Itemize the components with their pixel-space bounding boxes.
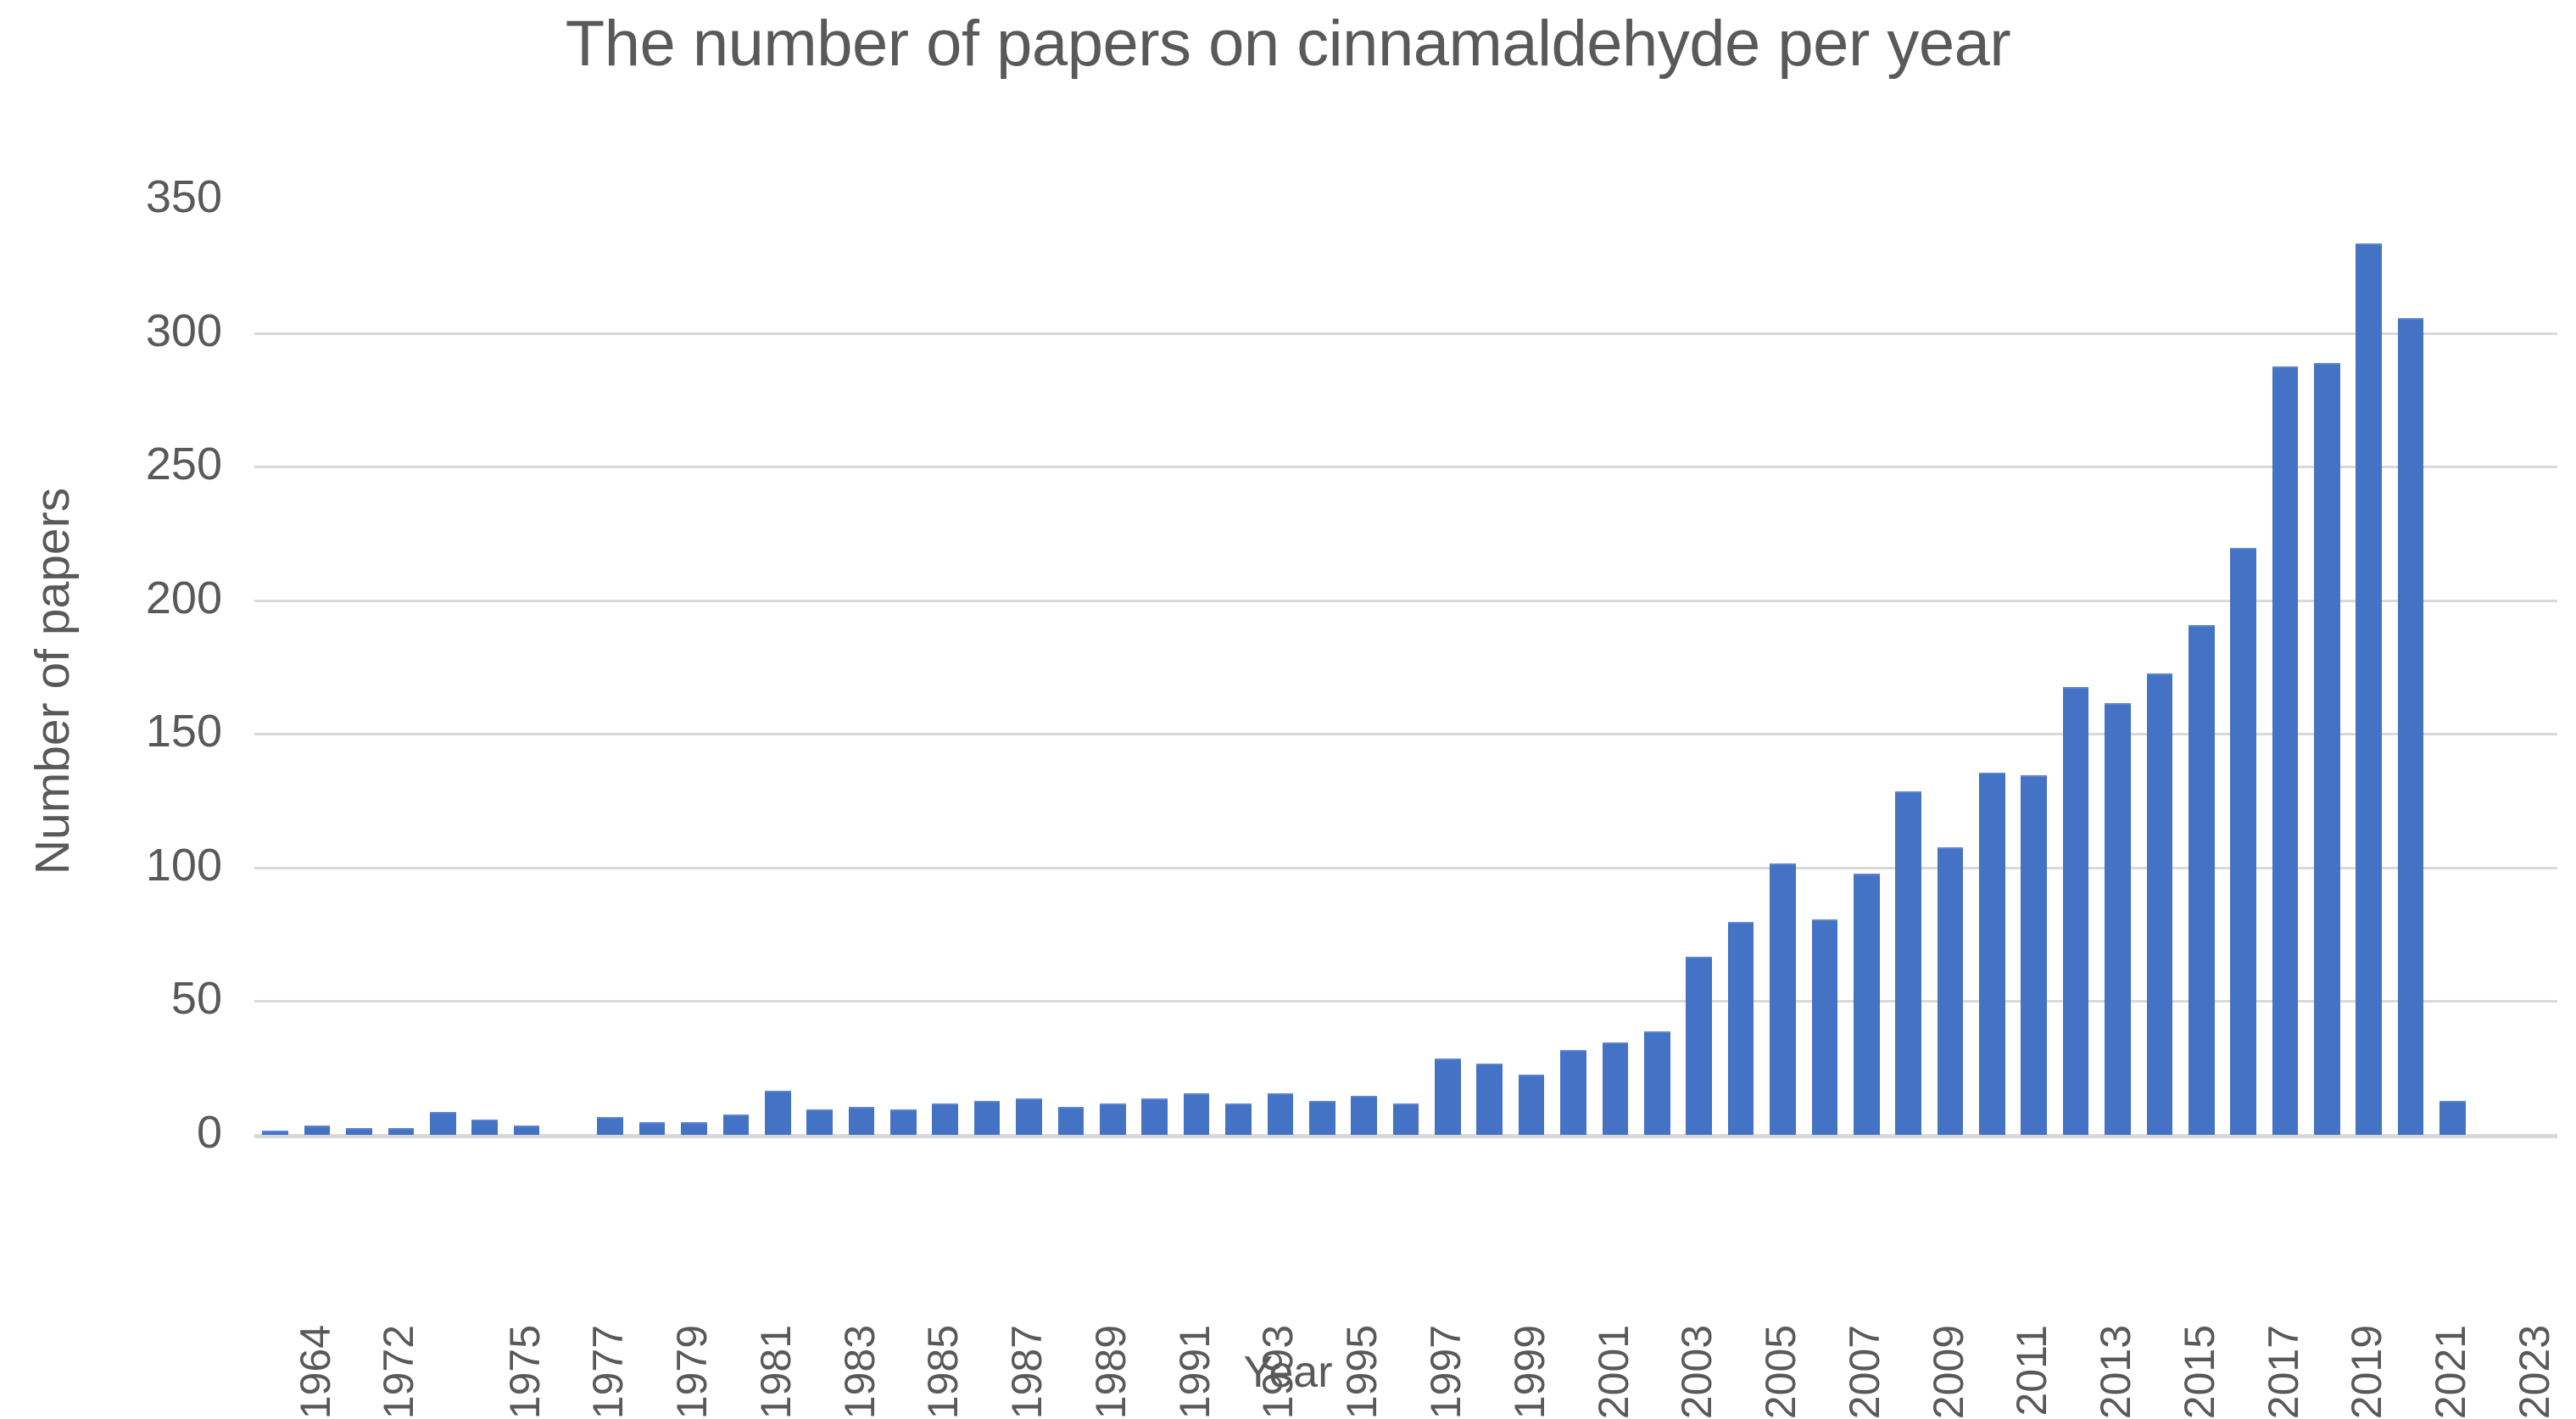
bar[interactable] <box>1853 874 1880 1135</box>
bar[interactable] <box>1727 922 1754 1135</box>
bar[interactable] <box>1811 919 1838 1135</box>
bar[interactable] <box>471 1120 498 1135</box>
bar[interactable] <box>262 1130 288 1135</box>
bar[interactable] <box>1560 1050 1586 1135</box>
bar[interactable] <box>681 1122 707 1135</box>
bar[interactable] <box>2314 363 2340 1135</box>
bar[interactable] <box>932 1103 959 1135</box>
bar[interactable] <box>764 1090 791 1135</box>
y-tick-label: 300 <box>145 304 222 356</box>
bar[interactable] <box>1057 1106 1084 1135</box>
bar[interactable] <box>1602 1042 1629 1135</box>
bars-series <box>254 199 2557 1135</box>
y-tick-label: 100 <box>145 839 222 891</box>
bar[interactable] <box>806 1109 833 1135</box>
y-tick-label: 50 <box>170 973 222 1025</box>
gridline <box>254 733 2557 736</box>
bar[interactable] <box>2188 625 2215 1135</box>
bar[interactable] <box>1895 791 1921 1135</box>
bar[interactable] <box>388 1127 415 1135</box>
bar[interactable] <box>1225 1103 1252 1135</box>
bar[interactable] <box>1183 1092 1210 1135</box>
bar[interactable] <box>1643 1031 1670 1135</box>
gridline <box>254 466 2557 469</box>
gridline <box>254 866 2557 869</box>
y-tick-label: 150 <box>145 706 222 757</box>
bar[interactable] <box>848 1106 875 1135</box>
bar[interactable] <box>2356 243 2383 1135</box>
x-axis-tick-labels: 1964 1972 1975 1977 1979 1981 1983 1985 1987 1989… <box>254 1147 2558 1419</box>
bar[interactable] <box>2230 547 2256 1135</box>
bar[interactable] <box>346 1127 372 1135</box>
gridline <box>254 332 2557 335</box>
y-tick-label: 350 <box>145 171 222 222</box>
page-title: The number of papers on cinnamaldehyde p… <box>565 8 2011 80</box>
bar[interactable] <box>1141 1098 1168 1135</box>
bar[interactable] <box>1770 863 1796 1135</box>
bar[interactable] <box>1686 957 1712 1135</box>
bar[interactable] <box>2439 1101 2466 1135</box>
bar[interactable] <box>429 1111 456 1135</box>
y-tick-label: 200 <box>145 572 222 623</box>
bar[interactable] <box>890 1109 917 1135</box>
plot-area <box>254 199 2557 1138</box>
bar[interactable] <box>1267 1092 1294 1135</box>
gridline <box>254 1000 2557 1003</box>
y-axis-tick-labels: 350 300 250 200 150 100 50 0 <box>0 171 229 1158</box>
y-tick-label: 250 <box>145 439 222 490</box>
bar[interactable] <box>973 1101 1001 1135</box>
y-tick-label: 0 <box>196 1107 222 1158</box>
axis-baseline <box>254 1134 2557 1138</box>
bar[interactable] <box>304 1125 331 1135</box>
bar[interactable] <box>2105 702 2131 1135</box>
bar[interactable] <box>638 1122 666 1135</box>
bar[interactable] <box>2021 774 2048 1135</box>
bar[interactable] <box>1392 1103 1419 1135</box>
bar[interactable] <box>1979 772 2005 1135</box>
bar[interactable] <box>2062 686 2089 1135</box>
gridline <box>254 599 2557 602</box>
bar[interactable] <box>597 1117 624 1135</box>
bar[interactable] <box>1518 1074 1545 1135</box>
bar[interactable] <box>1351 1095 1377 1135</box>
bar[interactable] <box>1476 1064 1503 1135</box>
bar[interactable] <box>1937 846 1964 1135</box>
bar[interactable] <box>2397 317 2424 1135</box>
bar[interactable] <box>513 1125 540 1135</box>
bar[interactable] <box>2272 366 2299 1135</box>
bar[interactable] <box>1016 1098 1042 1135</box>
bar[interactable] <box>2146 673 2173 1135</box>
x-axis-title: Year <box>1243 1348 1333 1397</box>
bar[interactable] <box>1435 1058 1461 1135</box>
bar[interactable] <box>1100 1103 1126 1135</box>
bar[interactable] <box>1308 1101 1335 1135</box>
bar[interactable] <box>722 1114 750 1135</box>
